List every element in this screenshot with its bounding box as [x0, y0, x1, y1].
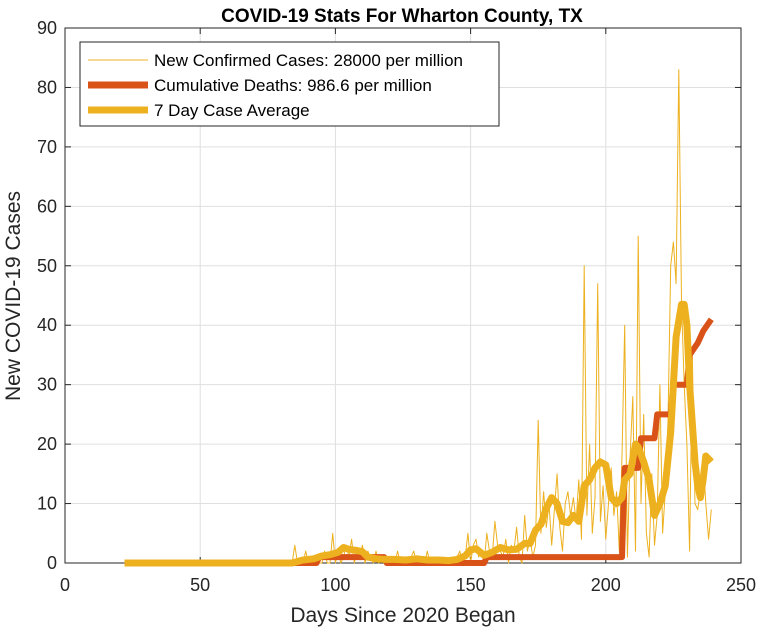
axis-ticks: 0 50 100 150 200 250 0 10 20 30 40 50 60 70 80 90 — [37, 18, 756, 595]
legend-label-new-cases: New Confirmed Cases: 28000 per million — [154, 51, 463, 70]
x-tick-label: 0 — [60, 575, 70, 595]
x-tick-label: 50 — [190, 575, 210, 595]
y-tick-label: 0 — [47, 553, 57, 573]
legend-label-average: 7 Day Case Average — [154, 101, 310, 120]
y-tick-label: 40 — [37, 315, 57, 335]
series-line-cumulative-deaths — [124, 317, 714, 566]
x-tick-label: 250 — [726, 575, 756, 595]
x-axis-label: Days Since 2020 Began — [290, 604, 515, 627]
x-tick-label: 200 — [591, 575, 621, 595]
y-tick-label: 60 — [37, 196, 57, 216]
y-tick-label: 90 — [37, 18, 57, 38]
y-tick-label: 20 — [37, 434, 57, 454]
y-axis-label: New COVID-19 Cases — [2, 191, 25, 401]
y-tick-label: 70 — [37, 137, 57, 157]
x-tick-label: 100 — [320, 575, 350, 595]
y-tick-label: 10 — [37, 494, 57, 514]
legend-label-deaths: Cumulative Deaths: 986.6 per million — [154, 76, 432, 95]
legend: New Confirmed Cases: 28000 per million C… — [79, 41, 500, 127]
legend-box — [79, 41, 500, 127]
x-tick-label: 150 — [456, 575, 486, 595]
series-line-new-cases — [124, 69, 712, 564]
chart-title: COVID-19 Stats For Wharton County, TX — [221, 6, 583, 27]
series-layer — [124, 69, 714, 567]
series-line-7-day-average — [124, 300, 714, 567]
y-tick-label: 80 — [37, 77, 57, 97]
y-tick-label: 30 — [37, 375, 57, 395]
y-tick-label: 50 — [37, 256, 57, 276]
